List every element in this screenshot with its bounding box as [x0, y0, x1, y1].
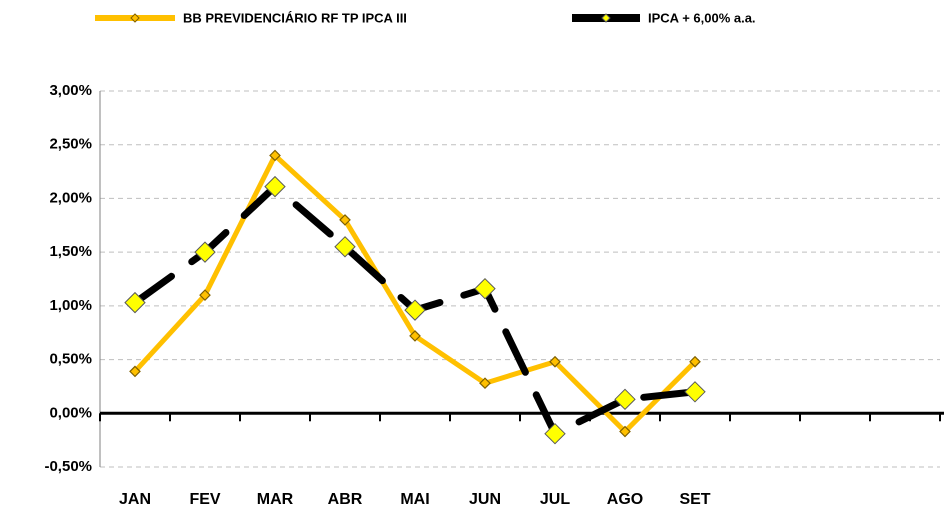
legend-marker: [130, 13, 140, 23]
x-tick-label: ABR: [328, 491, 363, 508]
legend-marker: [601, 13, 611, 23]
data-point: [404, 299, 426, 321]
x-tick-label: JUL: [540, 491, 570, 508]
x-tick-label: SET: [679, 491, 710, 508]
y-tick-label: 1,50%: [49, 243, 92, 260]
y-tick-label: 0,50%: [49, 351, 92, 368]
data-point: [409, 330, 421, 342]
y-tick-label: 0,00%: [49, 404, 92, 421]
x-tick-label: JUN: [469, 491, 501, 508]
series-line: [133, 152, 697, 435]
x-tick-label: MAI: [400, 491, 429, 508]
y-tick-label: -0,50%: [44, 458, 92, 475]
x-tick-label: JAN: [119, 491, 151, 508]
data-point: [689, 355, 701, 368]
data-point: [474, 277, 496, 300]
data-point: [129, 365, 141, 378]
legend-label: IPCA + 6,00% a.a.: [648, 10, 756, 25]
y-tick-label: 3,00%: [49, 82, 92, 99]
x-tick-label: FEV: [189, 491, 220, 508]
x-tick-label: AGO: [607, 491, 643, 508]
data-point: [684, 381, 706, 403]
data-point: [339, 214, 351, 226]
data-point: [549, 355, 561, 368]
data-point: [614, 388, 636, 411]
y-tick-label: 2,00%: [49, 189, 92, 206]
data-point: [619, 425, 631, 438]
data-point: [264, 175, 286, 198]
x-tick-label: MAR: [257, 491, 294, 508]
data-point: [194, 241, 216, 263]
data-point: [124, 291, 146, 314]
data-point: [269, 149, 281, 162]
data-point: [544, 422, 566, 445]
data-point: [199, 289, 211, 301]
y-tick-label: 1,00%: [49, 297, 92, 314]
data-point: [479, 377, 491, 390]
y-tick-label: 2,50%: [49, 136, 92, 153]
legend-label: BB PREVIDENCIÁRIO RF TP IPCA III: [183, 10, 407, 25]
data-point: [334, 236, 356, 258]
